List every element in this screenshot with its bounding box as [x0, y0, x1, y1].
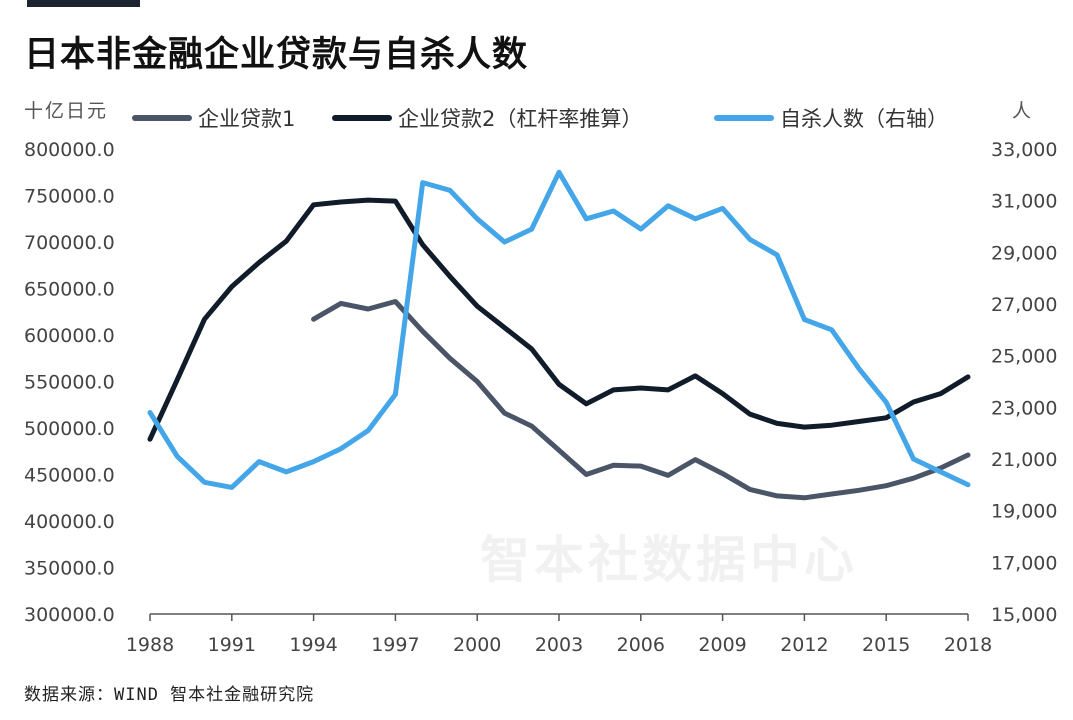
legend-swatch-loan1 — [132, 115, 192, 121]
legend-item-loan1: 企业贷款1 — [132, 103, 295, 133]
x-tick-label: 2012 — [780, 634, 828, 656]
source-note: 数据来源：WIND 智本社金融研究院 — [24, 685, 315, 705]
x-tick-label: 1988 — [126, 634, 174, 656]
chart-title: 日本非金融企业贷款与自杀人数 — [24, 35, 529, 75]
y-right-tick-label: 25,000 — [991, 346, 1057, 368]
x-tick-label: 2015 — [862, 634, 910, 656]
y-left-tick-label: 500000.0 — [24, 418, 115, 440]
legend-label-suicide: 自杀人数（右轴） — [780, 107, 948, 131]
y-left-tick-label: 800000.0 — [24, 139, 115, 161]
series-line-2 — [147, 197, 971, 442]
series-line-1 — [311, 299, 971, 501]
y-right-tick-label: 21,000 — [991, 449, 1057, 471]
left-axis-unit: 十亿日元 — [24, 100, 109, 122]
y-right-tick-label: 29,000 — [991, 242, 1057, 264]
y-left-tick-label: 700000.0 — [24, 232, 115, 254]
x-tick-label: 2009 — [698, 634, 746, 656]
x-tick-label: 1997 — [371, 634, 419, 656]
legend-label-loan1: 企业贷款1 — [198, 107, 296, 131]
x-tick-label: 1994 — [289, 634, 337, 656]
legend-item-loan2: 企业贷款2（杠杆率推算） — [332, 103, 642, 133]
series-line-3 — [147, 169, 971, 490]
y-right-tick-label: 23,000 — [991, 397, 1057, 419]
y-left-tick-label: 400000.0 — [24, 511, 115, 533]
y-right-tick-label: 17,000 — [991, 552, 1057, 574]
legend-swatch-suicide — [714, 115, 774, 121]
legend-swatch-loan2 — [332, 115, 392, 121]
top-accent-bar — [27, 0, 140, 7]
y-left-tick-label: 600000.0 — [24, 325, 115, 347]
y-left-tick-label: 650000.0 — [24, 279, 115, 301]
y-left-tick-label: 750000.0 — [24, 186, 115, 208]
y-left-tick-label: 300000.0 — [24, 604, 115, 626]
y-right-tick-label: 33,000 — [991, 139, 1057, 161]
y-right-tick-label: 15,000 — [991, 604, 1057, 626]
x-tick-label: 2006 — [617, 634, 665, 656]
y-left-tick-label: 550000.0 — [24, 372, 115, 394]
y-left-tick-label: 450000.0 — [24, 465, 115, 487]
y-right-tick-label: 19,000 — [991, 501, 1057, 523]
y-right-tick-label: 31,000 — [991, 191, 1057, 213]
x-tick-label: 2018 — [944, 634, 992, 656]
y-right-tick-label: 27,000 — [991, 294, 1057, 316]
x-tick-label: 1991 — [208, 634, 256, 656]
x-tick-label: 2000 — [453, 634, 501, 656]
right-axis-unit: 人 — [1012, 100, 1032, 122]
x-tick-label: 2003 — [535, 634, 583, 656]
legend-label-loan2: 企业贷款2（杠杆率推算） — [398, 107, 643, 131]
legend-item-suicide: 自杀人数（右轴） — [714, 103, 948, 133]
y-left-tick-label: 350000.0 — [24, 558, 115, 580]
watermark: 智本社数据中心 — [480, 531, 858, 589]
